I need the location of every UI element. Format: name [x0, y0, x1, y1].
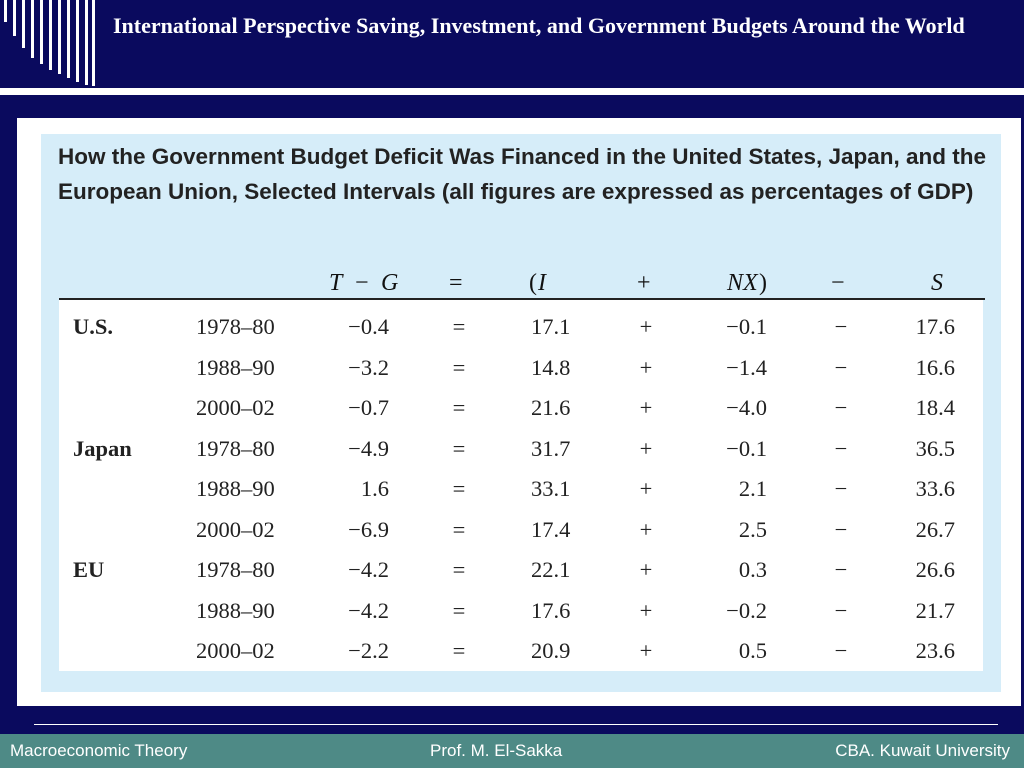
cell-period: 1988–90	[196, 476, 275, 501]
cell-t-minus-g: −3.2	[348, 354, 389, 380]
cell-net-exports: −0.2	[726, 597, 767, 623]
cell-net-exports: 0.3	[738, 557, 767, 582]
cell-investment: 17.4	[531, 516, 571, 542]
cell-period: 2000–02	[196, 638, 275, 663]
header-minus-2: −	[831, 270, 845, 296]
cell-saving: 36.5	[915, 435, 955, 461]
cell-investment: 14.8	[531, 354, 571, 380]
cell-investment: 33.1	[531, 476, 571, 501]
footer-institution: CBA. Kuwait University	[835, 741, 1010, 760]
cell-equals: =	[452, 354, 466, 380]
cell-minus: −	[834, 597, 848, 623]
header-lparen: (	[529, 270, 537, 296]
header-t: T	[329, 270, 343, 296]
header-i: I	[538, 270, 546, 296]
cell-net-exports: −0.1	[726, 435, 767, 461]
cell-plus: +	[639, 597, 653, 623]
cell-minus: −	[834, 557, 848, 582]
cell-period: 1988–90	[196, 597, 275, 623]
cell-equals: =	[452, 638, 466, 663]
header-equals: =	[449, 270, 463, 296]
cell-period: 2000–02	[196, 516, 275, 542]
cell-t-minus-g: −4.2	[348, 597, 389, 623]
footer-divider	[34, 724, 998, 725]
cell-saving: 26.7	[915, 516, 955, 542]
cell-investment: 21.6	[531, 395, 571, 420]
cell-period: 1988–90	[196, 354, 275, 380]
cell-plus: +	[639, 395, 653, 420]
data-table: How the Government Budget Deficit Was Fi…	[41, 134, 1001, 692]
cell-equals: =	[452, 314, 466, 339]
cell-saving: 18.4	[915, 395, 955, 420]
cell-region: Japan	[73, 435, 132, 461]
cell-minus: −	[834, 395, 848, 420]
cell-equals: =	[452, 557, 466, 582]
cell-period: 2000–02	[196, 395, 275, 420]
cell-t-minus-g: 1.6	[360, 476, 389, 501]
cell-saving: 17.6	[915, 314, 955, 339]
cell-net-exports: −4.0	[726, 395, 767, 420]
cell-minus: −	[834, 476, 848, 501]
header-rparen: )	[759, 270, 767, 296]
cell-investment: 20.9	[531, 638, 571, 663]
header-minus: −	[355, 270, 369, 296]
cell-plus: +	[639, 638, 653, 663]
cell-saving: 16.6	[915, 354, 955, 380]
cell-minus: −	[834, 435, 848, 461]
cell-net-exports: 2.1	[738, 476, 767, 501]
title-divider	[0, 88, 1024, 95]
cell-investment: 31.7	[531, 435, 571, 461]
header-s: S	[931, 270, 943, 296]
table-heading: How the Government Budget Deficit Was Fi…	[58, 144, 987, 204]
cell-period: 1978–80	[196, 314, 275, 339]
cell-plus: +	[639, 557, 653, 582]
header-plus: +	[637, 270, 651, 296]
cell-period: 1978–80	[196, 435, 275, 461]
cell-plus: +	[639, 354, 653, 380]
header-g: G	[381, 270, 399, 296]
footer-course: Macroeconomic Theory	[10, 741, 188, 760]
table-body	[59, 300, 983, 671]
cell-equals: =	[452, 516, 466, 542]
footer-author: Prof. M. El-Sakka	[430, 741, 563, 760]
cell-plus: +	[639, 435, 653, 461]
cell-region: U.S.	[73, 314, 114, 339]
cell-minus: −	[834, 516, 848, 542]
footer-bar: Macroeconomic Theory Prof. M. El-Sakka C…	[0, 734, 1024, 768]
decorative-stripes	[4, 0, 95, 86]
header-rule	[59, 298, 985, 300]
cell-equals: =	[452, 395, 466, 420]
cell-period: 1978–80	[196, 557, 275, 582]
cell-t-minus-g: −0.4	[348, 314, 389, 339]
cell-minus: −	[834, 314, 848, 339]
cell-investment: 22.1	[531, 557, 571, 582]
header-nx: NX	[727, 270, 758, 296]
cell-t-minus-g: −6.9	[348, 516, 389, 542]
cell-plus: +	[639, 476, 653, 501]
cell-region: EU	[73, 557, 105, 582]
cell-minus: −	[834, 354, 848, 380]
cell-minus: −	[834, 638, 848, 663]
cell-plus: +	[639, 314, 653, 339]
cell-t-minus-g: −4.2	[348, 557, 389, 582]
cell-saving: 26.6	[915, 557, 955, 582]
cell-investment: 17.1	[531, 314, 571, 339]
cell-equals: =	[452, 476, 466, 501]
cell-saving: 23.6	[915, 638, 955, 663]
cell-net-exports: 0.5	[738, 638, 767, 663]
cell-t-minus-g: −4.9	[348, 435, 389, 461]
slide-title: International Perspective Saving, Invest…	[113, 13, 965, 38]
cell-equals: =	[452, 435, 466, 461]
cell-net-exports: −1.4	[726, 354, 767, 380]
cell-net-exports: −0.1	[726, 314, 767, 339]
cell-investment: 17.6	[531, 597, 571, 623]
cell-plus: +	[639, 516, 653, 542]
cell-saving: 33.6	[915, 476, 955, 501]
cell-net-exports: 2.5	[738, 516, 767, 542]
cell-saving: 21.7	[915, 597, 955, 623]
cell-t-minus-g: −0.7	[348, 395, 389, 420]
content-panel: How the Government Budget Deficit Was Fi…	[17, 118, 1021, 706]
cell-equals: =	[452, 597, 466, 623]
cell-t-minus-g: −2.2	[348, 638, 389, 663]
